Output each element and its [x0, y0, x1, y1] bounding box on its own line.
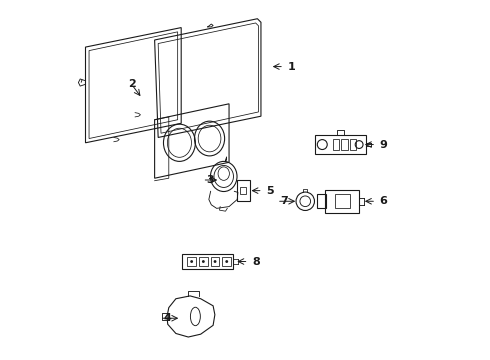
Bar [222, 257, 231, 266]
Bar [335, 194, 349, 208]
Text: 5: 5 [266, 186, 274, 195]
Circle shape [190, 260, 193, 263]
Text: 1: 1 [288, 62, 295, 72]
Bar [187, 257, 196, 266]
Bar [317, 194, 326, 208]
Bar [350, 139, 356, 150]
Bar [211, 257, 220, 266]
Text: 9: 9 [380, 140, 388, 149]
Bar [237, 180, 249, 201]
Text: 6: 6 [380, 196, 388, 206]
Bar [199, 257, 208, 266]
Bar [182, 254, 233, 269]
Text: 2: 2 [128, 79, 136, 89]
Bar [333, 139, 339, 150]
Circle shape [225, 260, 228, 263]
Bar [325, 190, 360, 213]
Text: 7: 7 [280, 196, 288, 206]
Circle shape [214, 260, 217, 263]
Bar [315, 135, 366, 154]
Bar [342, 139, 348, 150]
Text: 4: 4 [164, 313, 171, 323]
Text: 8: 8 [252, 257, 260, 266]
Text: 3: 3 [206, 175, 214, 185]
Bar [240, 188, 246, 194]
Circle shape [202, 260, 205, 263]
